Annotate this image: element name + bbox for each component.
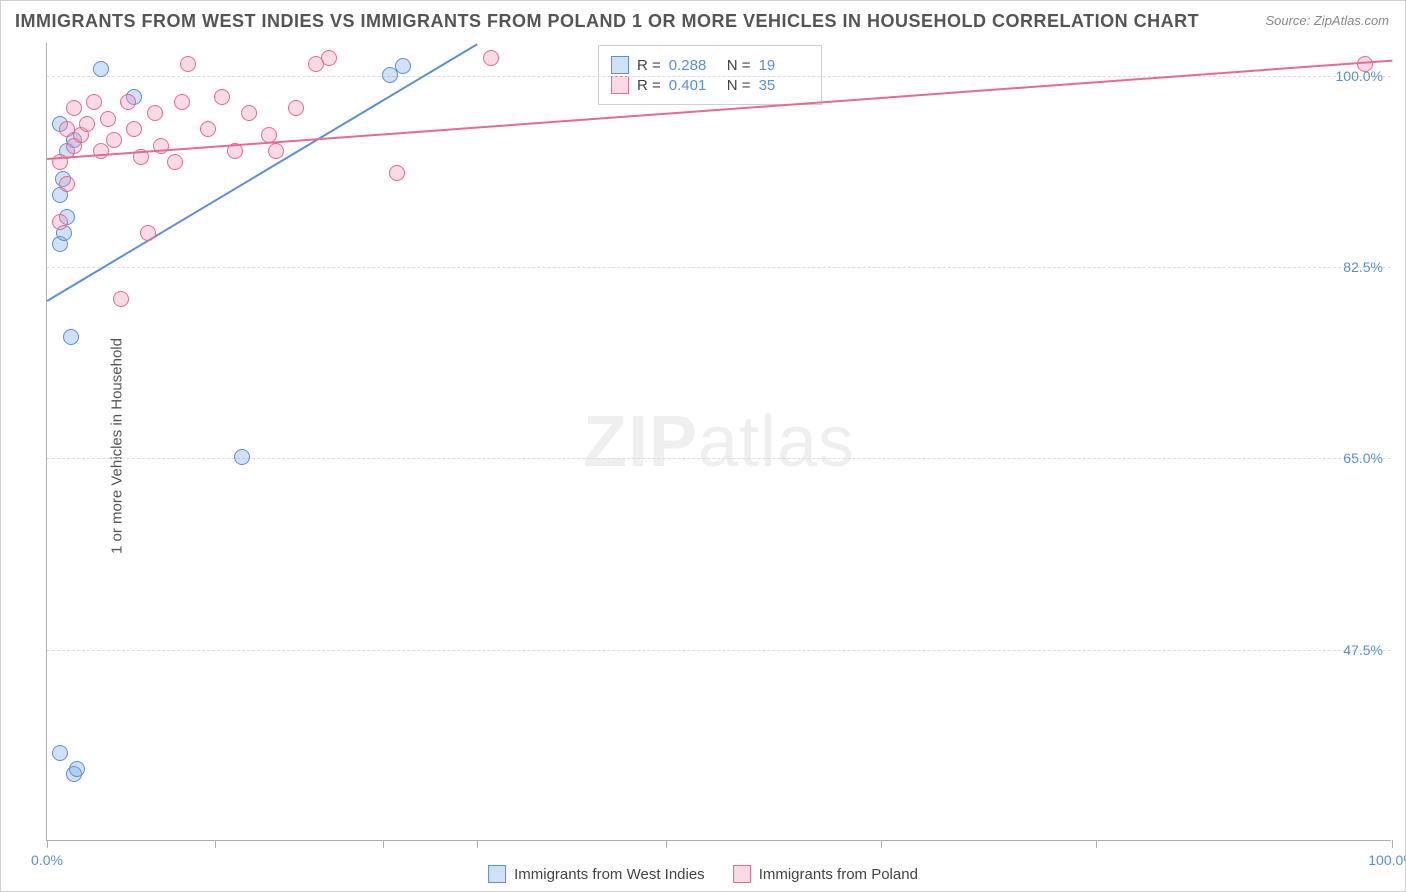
scatter-point-west_indies <box>234 449 250 465</box>
watermark-light: atlas <box>698 402 855 482</box>
watermark: ZIPatlas <box>583 401 855 483</box>
watermark-bold: ZIP <box>583 402 698 482</box>
scatter-point-poland <box>174 94 190 110</box>
n-label: N = <box>727 57 751 74</box>
scatter-point-poland <box>140 225 156 241</box>
scatter-point-west_indies <box>69 761 85 777</box>
x-tick <box>1392 840 1393 848</box>
gridline-h <box>47 267 1391 268</box>
bottom-legend: Immigrants from West Indies Immigrants fr… <box>488 865 918 883</box>
trend-line-west_indies <box>46 43 477 302</box>
scatter-point-poland <box>113 291 129 307</box>
scatter-point-poland <box>126 121 142 137</box>
scatter-point-poland <box>86 94 102 110</box>
gridline-h <box>47 650 1391 651</box>
scatter-point-poland <box>288 100 304 116</box>
swatch-poland <box>733 865 751 883</box>
y-tick-label: 82.5% <box>1343 259 1383 275</box>
scatter-point-poland <box>268 143 284 159</box>
scatter-point-poland <box>66 100 82 116</box>
y-tick-label: 47.5% <box>1343 642 1383 658</box>
x-tick-label-right: 100.0% <box>1368 852 1406 868</box>
chart-title: IMMIGRANTS FROM WEST INDIES VS IMMIGRANT… <box>15 11 1199 32</box>
x-tick <box>47 840 48 848</box>
scatter-point-poland <box>147 105 163 121</box>
stats-row-west_indies: R = 0.288 N = 19 <box>611 56 809 74</box>
legend-label: Immigrants from Poland <box>759 866 918 883</box>
scatter-point-poland <box>200 121 216 137</box>
x-tick <box>477 840 478 848</box>
swatch-poland <box>611 76 629 94</box>
chart-container: IMMIGRANTS FROM WEST INDIES VS IMMIGRANT… <box>0 0 1406 892</box>
scatter-point-poland <box>106 132 122 148</box>
n-value: 35 <box>759 77 809 94</box>
scatter-point-poland <box>93 143 109 159</box>
r-label: R = <box>637 57 661 74</box>
scatter-point-poland <box>52 214 68 230</box>
scatter-point-poland <box>79 116 95 132</box>
scatter-point-west_indies <box>52 745 68 761</box>
x-tick <box>666 840 667 848</box>
scatter-point-west_indies <box>395 58 411 74</box>
x-tick <box>881 840 882 848</box>
r-label: R = <box>637 77 661 94</box>
scatter-point-poland <box>59 176 75 192</box>
scatter-point-poland <box>180 56 196 72</box>
scatter-point-poland <box>167 154 183 170</box>
scatter-point-poland <box>241 105 257 121</box>
swatch-west_indies <box>611 56 629 74</box>
stats-row-poland: R = 0.401 N = 35 <box>611 76 809 94</box>
swatch-west_indies <box>488 865 506 883</box>
scatter-point-poland <box>389 165 405 181</box>
scatter-point-poland <box>214 89 230 105</box>
legend-item-west_indies: Immigrants from West Indies <box>488 865 705 883</box>
y-tick-label: 65.0% <box>1343 450 1383 466</box>
x-tick <box>215 840 216 848</box>
scatter-point-poland <box>120 94 136 110</box>
r-value: 0.288 <box>669 57 719 74</box>
scatter-point-poland <box>483 50 499 66</box>
r-value: 0.401 <box>669 77 719 94</box>
source-label: Source: ZipAtlas.com <box>1265 13 1389 28</box>
x-tick-label-left: 0.0% <box>31 852 63 868</box>
n-value: 19 <box>759 57 809 74</box>
scatter-point-poland <box>321 50 337 66</box>
x-tick <box>383 840 384 848</box>
plot-area: ZIPatlas R = 0.288 N = 19 R = 0.401 N = 35 47.5… <box>46 43 1391 841</box>
legend-item-poland: Immigrants from Poland <box>733 865 918 883</box>
scatter-point-west_indies <box>63 329 79 345</box>
x-tick <box>1096 840 1097 848</box>
n-label: N = <box>727 77 751 94</box>
scatter-point-west_indies <box>93 61 109 77</box>
legend-label: Immigrants from West Indies <box>514 866 705 883</box>
scatter-point-poland <box>100 111 116 127</box>
